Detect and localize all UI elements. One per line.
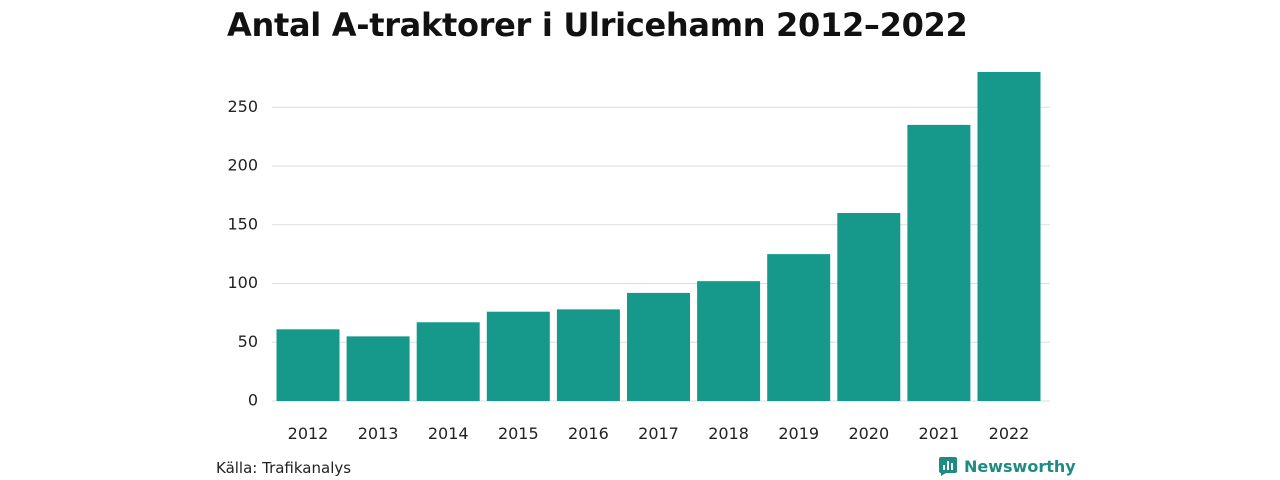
x-tick-label: 2017 xyxy=(638,424,679,443)
bar-2019 xyxy=(767,254,831,401)
bar-2017 xyxy=(627,292,690,401)
bar-2021 xyxy=(907,124,971,401)
x-tick-label: 2018 xyxy=(708,424,749,443)
x-axis-ticks: 2012 2013 2014 2015 2016 2017 2018 2019 2020 2021… xyxy=(288,424,1030,443)
y-tick-label: 100 xyxy=(227,273,258,292)
brand-name: Newsworthy xyxy=(964,456,1076,476)
bar-2018 xyxy=(697,281,761,401)
x-tick-label: 2014 xyxy=(428,424,469,443)
x-tick-label: 2019 xyxy=(778,424,819,443)
y-tick-label: 200 xyxy=(227,156,258,175)
chart-title: Antal A-traktorer i Ulricehamn 2012–2022 xyxy=(227,6,968,44)
x-tick-label: 2013 xyxy=(358,424,399,443)
bar-2022 xyxy=(977,72,1041,401)
brand-logo: Newsworthy xyxy=(938,456,1076,476)
bar-2016 xyxy=(556,309,620,401)
y-tick-label: 250 xyxy=(227,97,258,116)
x-tick-label: 2016 xyxy=(568,424,609,443)
x-tick-label: 2015 xyxy=(498,424,539,443)
source-label: Källa: Trafikanalys xyxy=(216,459,352,477)
x-tick-label: 2021 xyxy=(919,424,960,443)
bar-2020 xyxy=(837,213,901,401)
y-tick-label: 50 xyxy=(238,332,258,351)
y-axis-ticks: 0 50 100 150 200 250 xyxy=(227,97,258,410)
bar-2013 xyxy=(346,336,410,401)
bar-2015 xyxy=(486,311,550,401)
bar-chart-icon xyxy=(939,457,957,476)
x-tick-label: 2012 xyxy=(288,424,329,443)
x-tick-label: 2022 xyxy=(989,424,1030,443)
x-tick-label: 2020 xyxy=(848,424,889,443)
bar-2014 xyxy=(416,322,480,401)
y-tick-label: 150 xyxy=(227,214,258,233)
bars xyxy=(276,72,1041,401)
bar-2012 xyxy=(276,329,340,401)
y-tick-label: 0 xyxy=(248,391,258,410)
